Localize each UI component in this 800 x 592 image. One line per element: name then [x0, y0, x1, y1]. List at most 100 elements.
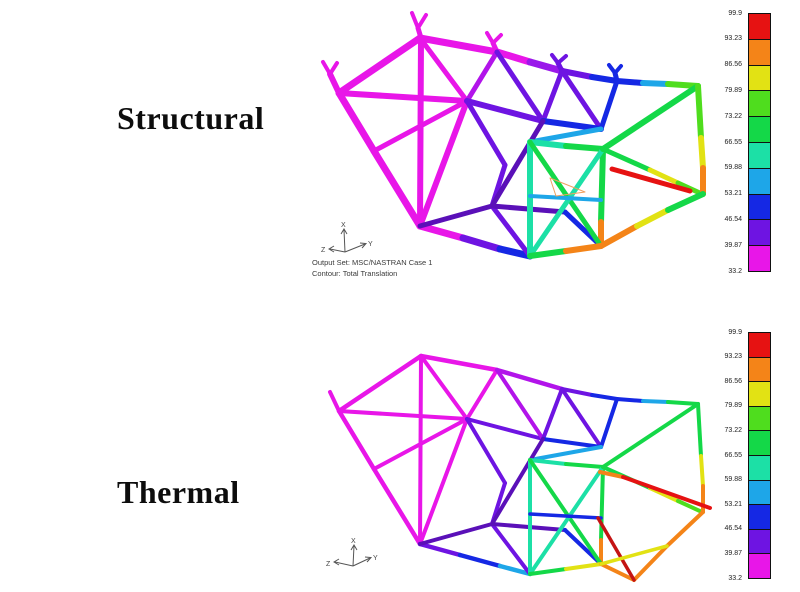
frame-member	[337, 409, 469, 421]
frame-member	[528, 458, 568, 466]
legend-tick-label: 73.22	[724, 112, 742, 120]
frame-member	[696, 402, 703, 458]
frame-member	[465, 417, 507, 485]
legend-tick-label: 33.2	[728, 267, 742, 275]
legend-color-cell	[748, 38, 771, 66]
frame-member	[494, 367, 565, 392]
frame-member	[416, 222, 467, 242]
frame-member	[698, 135, 706, 171]
frame-member	[632, 544, 669, 582]
frame-member	[563, 243, 604, 254]
frame-member	[641, 399, 670, 404]
frame-member	[614, 78, 646, 86]
frame-member	[526, 58, 566, 75]
frame-member	[417, 35, 424, 229]
frame-member	[417, 35, 470, 104]
frame-member	[464, 49, 500, 104]
frame-member	[541, 437, 603, 449]
y-axis-label: Y	[368, 241, 373, 248]
legend-tick-label: 73.22	[724, 426, 742, 434]
legend-tick-label: 53.21	[724, 500, 742, 508]
frame-member	[621, 475, 712, 510]
legend-color-cell	[748, 430, 771, 456]
frame-member	[528, 465, 605, 576]
frame-member	[336, 90, 470, 104]
z-axis-label: Z	[321, 247, 326, 254]
legend-color-cell	[748, 553, 771, 579]
legend-color-cell	[748, 356, 771, 383]
frame-member	[601, 402, 700, 469]
frame-member	[699, 454, 705, 488]
legend-color-cell	[748, 193, 771, 221]
frame-member	[599, 562, 636, 582]
frame-member	[560, 387, 594, 397]
legend-color-cell	[748, 381, 771, 407]
frame-member	[564, 562, 603, 571]
legend-tick-label: 39.87	[724, 241, 742, 249]
frame-member	[417, 541, 463, 558]
frame-member	[666, 400, 700, 406]
frame-member	[457, 552, 503, 569]
legend-color-cell	[748, 479, 771, 506]
frame-member	[418, 417, 469, 546]
legend-color-cell	[748, 504, 771, 530]
frame-member	[496, 245, 534, 260]
legend-tick-label: 99.9	[728, 328, 742, 336]
frame-member	[527, 139, 569, 149]
frame-member	[695, 83, 704, 141]
output-set-caption: Output Set: MSC/NASTRAN Case 1 Contour: …	[312, 258, 432, 279]
frame-member	[528, 458, 603, 566]
frame-member	[528, 512, 603, 520]
frame-member	[465, 417, 545, 441]
frame-member	[665, 191, 706, 213]
frame-member	[459, 234, 504, 253]
frame-member	[494, 49, 546, 124]
frame-member	[489, 203, 533, 259]
frame-member	[335, 34, 424, 97]
frame-member	[418, 354, 423, 546]
z-axis-arrow-icon	[333, 558, 340, 566]
frame-member	[528, 445, 603, 462]
frame-member	[540, 118, 604, 132]
legend-tick-label: 79.89	[724, 402, 742, 410]
legend-tick-label: 66.55	[724, 451, 742, 459]
frame-member	[527, 146, 606, 259]
frame-member	[372, 417, 469, 471]
legend-tick-label: 86.56	[724, 377, 742, 385]
frame-member	[598, 78, 620, 132]
frame-member	[549, 177, 586, 197]
x-axis-arrow-icon	[350, 544, 358, 551]
frame-member	[540, 68, 565, 124]
legend-tick-label: 39.87	[724, 549, 742, 557]
y-axis-arrow-icon	[364, 556, 373, 563]
legend-color-cell	[748, 90, 771, 118]
x-axis-label: X	[351, 538, 356, 545]
frame-member	[527, 139, 604, 249]
frame-member	[418, 353, 500, 373]
frame-member	[370, 147, 424, 230]
frame-member	[335, 89, 378, 155]
caption-contour: Contour: Total Translation	[312, 268, 398, 278]
frame-member	[647, 167, 681, 186]
frame-member	[541, 387, 564, 441]
legend-color-cell	[748, 13, 771, 40]
x-axis-label: X	[341, 222, 346, 229]
frame-member	[418, 522, 494, 546]
frame-member	[599, 397, 619, 449]
legend-color-cell	[748, 219, 771, 247]
coordinate-triad-structural: X Y Z	[321, 222, 373, 254]
frame-member	[416, 34, 501, 56]
legend-color-cell	[748, 245, 771, 272]
legend-tick-label: 33.2	[728, 574, 742, 582]
frame-member	[559, 68, 595, 80]
legend-color-cell	[748, 455, 771, 481]
frame-member	[599, 544, 669, 566]
legend-tick-label: 79.89	[724, 86, 742, 94]
z-axis-label: Z	[326, 561, 331, 568]
frame-member	[598, 223, 640, 249]
frame-member	[600, 83, 701, 152]
legend-color-cell	[748, 405, 771, 432]
frame-member	[328, 390, 341, 413]
frame-member	[598, 470, 625, 479]
